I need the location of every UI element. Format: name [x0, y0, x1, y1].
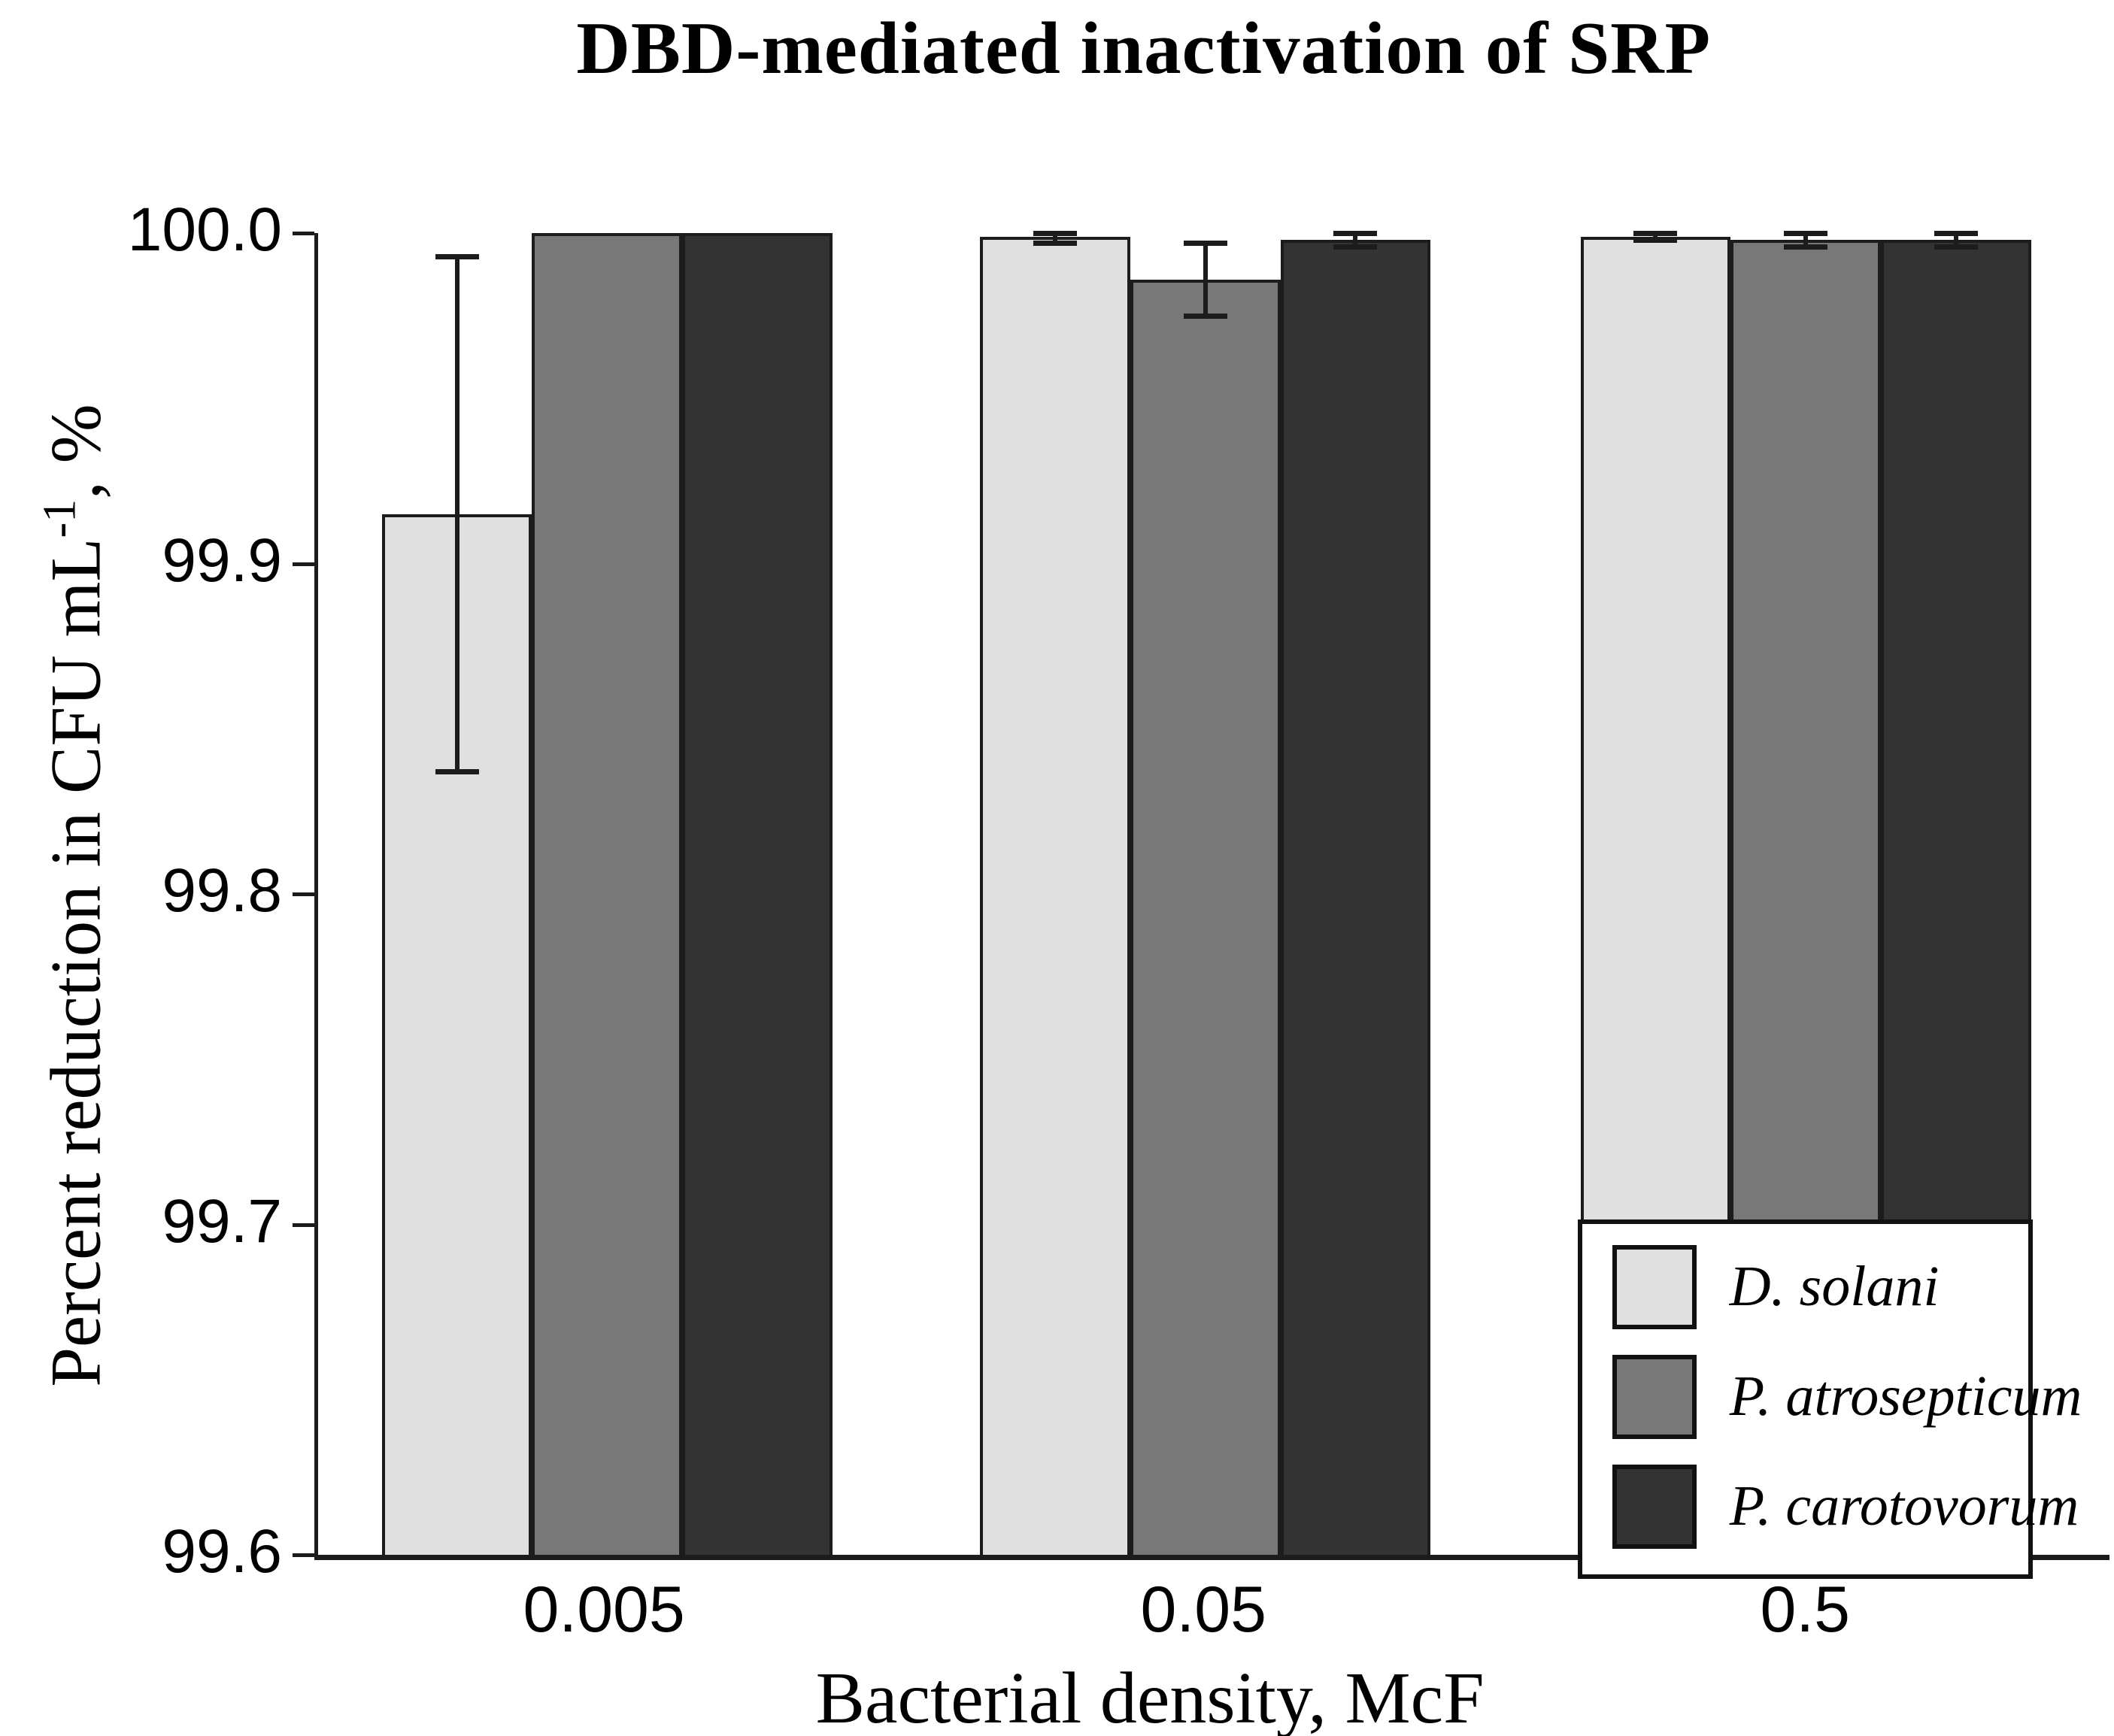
error-bar-cap	[1934, 231, 1978, 237]
error-bar-cap	[1033, 241, 1078, 247]
y-axis-title-superscript: -1	[34, 499, 86, 538]
error-bar-whisker	[1353, 233, 1358, 247]
legend-label: D. solani	[1729, 1255, 1940, 1319]
x-category-label: 0.5	[1760, 1573, 1851, 1646]
plot-area: 100.0 99.9 99.8 99.7 99.6 D. solani P. atrosep…	[128, 195, 2110, 1586]
bar-p-carotovorum-0.05	[1280, 239, 1431, 1556]
y-tick	[292, 1222, 314, 1227]
error-bar-cap	[1333, 244, 1378, 250]
error-bar-whisker	[454, 256, 459, 772]
y-tick	[292, 892, 314, 897]
error-bar-cap	[435, 769, 479, 775]
y-axis-title-text: Percent reduction in CFU mL	[35, 538, 116, 1388]
legend: D. solani P. atrosepticum P. carotovorum	[1577, 1219, 2082, 1579]
error-bar-whisker	[1203, 243, 1208, 316]
error-bar-cap	[1784, 231, 1828, 237]
error-bar-cap	[1183, 241, 1227, 247]
y-tick	[292, 1553, 314, 1558]
y-tick	[292, 562, 314, 566]
y-axis-title: Percent reduction in CFU mL-1, %	[34, 404, 117, 1388]
error-bar-cap	[1784, 244, 1828, 250]
bar-p-atrosepticum-0.05	[1130, 279, 1281, 1556]
error-bar-cap	[1333, 231, 1378, 237]
y-tick-label: 100.0	[127, 195, 282, 265]
bar-p-atrosepticum-0.005	[532, 233, 683, 1556]
legend-item: P. atrosepticum	[1612, 1354, 2082, 1439]
error-bar-whisker	[1953, 233, 1958, 247]
x-axis-title: Bacterial density, McF	[815, 1657, 1485, 1736]
y-tick-label: 99.8	[162, 856, 282, 926]
error-bar-cap	[1934, 244, 1978, 250]
error-bar-whisker	[1653, 233, 1658, 240]
y-tick-label: 99.9	[162, 526, 282, 595]
y-tick-label: 99.6	[162, 1517, 282, 1586]
y-tick-label: 99.7	[162, 1186, 282, 1256]
error-bar-cap	[1633, 231, 1678, 237]
bar-d-solani-0.05	[980, 236, 1130, 1556]
error-bar-cap	[1033, 231, 1078, 237]
bar-p-carotovorum-0.005	[682, 233, 833, 1556]
legend-label: P. atrosepticum	[1729, 1365, 2082, 1428]
error-bar-cap	[435, 253, 479, 259]
legend-label: P. carotovorum	[1729, 1474, 2079, 1538]
y-axis-title-suffix: , %	[35, 404, 116, 500]
legend-item: P. carotovorum	[1612, 1464, 2079, 1549]
legend-swatch	[1612, 1354, 1697, 1439]
error-bar-whisker	[1053, 233, 1058, 244]
x-category-label: 0.005	[523, 1573, 685, 1646]
error-bar-cap	[1183, 313, 1227, 319]
legend-item: D. solani	[1612, 1244, 2006, 1329]
x-category-label: 0.05	[1140, 1573, 1266, 1646]
error-bar-whisker	[1803, 233, 1809, 247]
legend-swatch	[1612, 1464, 1697, 1549]
error-bar-cap	[1633, 237, 1678, 243]
legend-swatch	[1612, 1244, 1697, 1329]
y-tick	[292, 232, 314, 236]
chart-title: DBD-mediated inactivation of SRP	[576, 8, 1712, 89]
